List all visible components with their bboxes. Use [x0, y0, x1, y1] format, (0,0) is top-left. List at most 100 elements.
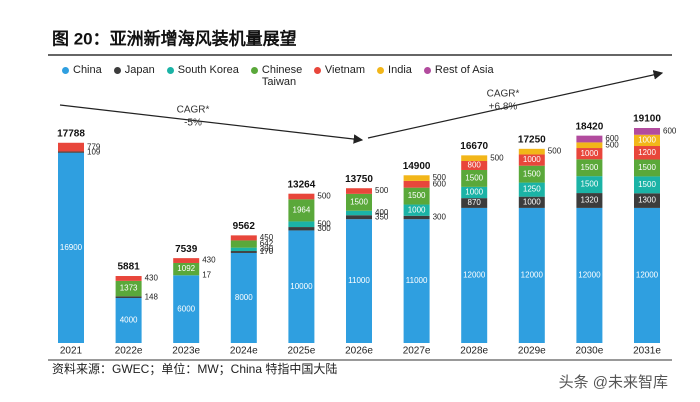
data-label: 170	[260, 247, 274, 256]
legend-label: South Korea	[177, 64, 239, 76]
bar-segment	[173, 262, 200, 276]
bar-segment	[346, 219, 372, 343]
x-tick-label: 2023e	[172, 346, 200, 357]
legend-label: Japan	[124, 64, 155, 76]
bar-segment	[403, 187, 430, 205]
legend-item: India	[377, 64, 412, 88]
x-tick-label: 2031e	[633, 346, 661, 357]
bar-segment	[634, 176, 660, 194]
bar-segment	[576, 193, 603, 208]
data-label: 10000	[290, 282, 313, 291]
legend-item: Vietnam	[313, 64, 366, 88]
data-label: 8000	[235, 293, 253, 302]
legend-label: China	[73, 64, 102, 76]
total-label: 14900	[403, 161, 431, 172]
data-label: 1000	[581, 149, 599, 158]
data-label: 1373	[120, 284, 138, 293]
bar-segment	[173, 275, 200, 343]
chart-title: 图 20：亚洲新增海风装机量展望	[52, 28, 297, 48]
bar-segment	[115, 296, 142, 298]
bar-segment	[461, 169, 488, 187]
bar-segment	[403, 204, 430, 216]
data-label: 300	[260, 244, 274, 253]
bar-segment	[576, 135, 603, 143]
annotation: +6.8%	[489, 102, 518, 113]
bar-segment	[403, 215, 430, 220]
legend-item: South Korea	[166, 64, 239, 88]
data-label: 148	[145, 292, 159, 301]
legend-label: Chinese Taiwan	[261, 64, 303, 88]
data-label: 1500	[408, 191, 426, 200]
data-label: 1500	[465, 174, 483, 183]
bar-segment	[173, 258, 200, 263]
bar-segment	[576, 207, 603, 343]
bar-segment	[518, 196, 545, 208]
bar-segment	[461, 160, 488, 170]
source-note: 资料来源：GWEC；单位：MW；China 特指中国大陆	[52, 361, 337, 376]
bar-segment	[403, 219, 430, 343]
legend-item: Chinese Taiwan	[250, 64, 303, 88]
legend-item: Japan	[113, 64, 155, 88]
x-tick-label: 2026e	[345, 346, 373, 357]
data-label: 12000	[463, 271, 486, 280]
data-label: 430	[145, 274, 159, 283]
bar-segment	[115, 276, 142, 281]
data-label: 800	[468, 161, 482, 170]
data-label: 1500	[638, 180, 656, 189]
data-label: 500	[317, 192, 331, 201]
bar-segment	[518, 182, 545, 197]
total-label: 17788	[57, 128, 85, 139]
trend-arrow	[367, 70, 664, 139]
legend-item: China	[62, 64, 102, 88]
bar-segment	[230, 251, 257, 253]
total-label: 19100	[633, 114, 661, 125]
data-label: 4000	[120, 316, 138, 325]
bar-segment	[115, 297, 142, 343]
bar-segment	[288, 221, 315, 228]
data-label: 500	[433, 173, 447, 182]
bar-segment	[518, 148, 545, 155]
data-label: 500	[490, 153, 504, 162]
legend-swatch	[166, 67, 174, 74]
bar-segment	[576, 159, 603, 177]
bar-segment	[288, 193, 315, 200]
bar-segment	[230, 252, 257, 343]
data-label: 1000	[523, 155, 541, 164]
data-label: 642	[260, 239, 274, 248]
total-label: 7539	[175, 244, 198, 255]
data-label: 1000	[523, 197, 541, 206]
annotation: CAGR*	[177, 105, 210, 116]
bar-segment	[288, 199, 315, 222]
bar-segment	[115, 280, 142, 297]
data-label: 1200	[638, 148, 656, 157]
annotation: CAGR*	[487, 89, 520, 100]
x-tick-label: 2025e	[287, 346, 315, 357]
x-tick-label: 2022e	[115, 346, 143, 357]
x-tick-label: 2024e	[230, 346, 258, 357]
bar-segment	[230, 240, 257, 248]
legend: China Japan South Korea Chinese Taiwan Vietn…	[62, 64, 494, 88]
data-label: 6000	[177, 304, 195, 313]
x-tick-label: 2028e	[460, 346, 488, 357]
total-label: 5881	[117, 262, 140, 273]
data-label: 600	[433, 179, 447, 188]
data-label: 1300	[638, 196, 656, 205]
bar-segment	[346, 215, 372, 220]
bar-segment	[634, 193, 660, 208]
legend-swatch	[62, 67, 69, 74]
data-label: 1320	[581, 196, 599, 205]
legend-label: Vietnam	[324, 64, 366, 76]
data-label: 12000	[578, 271, 601, 280]
bar-segment	[461, 198, 488, 208]
bar-segment	[461, 207, 488, 343]
data-label: 500	[375, 186, 389, 195]
data-label: 11000	[406, 276, 428, 285]
bar-segment	[230, 235, 257, 241]
bar-segment	[346, 210, 372, 216]
bar-segment	[461, 186, 488, 199]
bar-segment	[230, 247, 257, 252]
legend-label: India	[388, 64, 412, 76]
watermark: 头条 @未来智库	[559, 373, 668, 391]
legend-swatch	[313, 67, 321, 74]
